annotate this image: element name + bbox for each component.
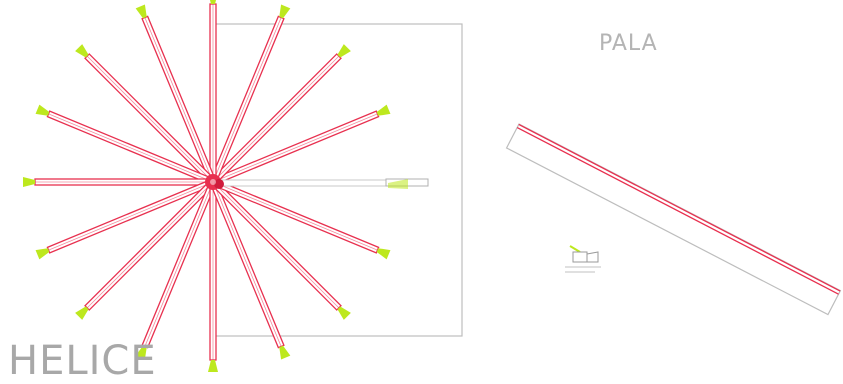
helice-tip-marker bbox=[135, 345, 147, 360]
helice-tip-markers bbox=[23, 0, 391, 372]
helice-tip-marker bbox=[376, 248, 391, 260]
helice-blade bbox=[84, 53, 214, 183]
helice-tip-marker bbox=[337, 306, 351, 320]
helice-tip-marker bbox=[75, 306, 89, 320]
pala-symbol-block bbox=[565, 245, 601, 273]
helice-tip-marker bbox=[208, 360, 218, 372]
helice-tip-marker bbox=[279, 4, 291, 19]
helice-hub bbox=[205, 174, 224, 190]
helice-tip-marker bbox=[23, 177, 35, 187]
helice-tip-marker bbox=[35, 248, 50, 260]
helice-blades bbox=[34, 3, 380, 361]
helice-blade bbox=[84, 181, 214, 311]
helice-blade bbox=[212, 181, 342, 311]
helice-tip-marker bbox=[208, 0, 218, 4]
helice-tip-marker bbox=[35, 104, 50, 116]
helice-assembly bbox=[23, 0, 463, 372]
helice-label: HELICE bbox=[8, 338, 157, 384]
helice-blade bbox=[212, 53, 342, 183]
pala-assembly bbox=[505, 123, 842, 316]
helice-tip-marker bbox=[75, 44, 89, 58]
helice-reference-blade bbox=[217, 178, 429, 189]
helice-blade bbox=[209, 185, 217, 361]
helice-tip-marker bbox=[337, 44, 351, 58]
helice-tip-marker bbox=[135, 4, 147, 19]
helice-tip-marker bbox=[376, 104, 391, 116]
pala-blade bbox=[505, 123, 842, 316]
helice-blade bbox=[209, 3, 217, 179]
helice-tip-marker bbox=[279, 345, 291, 360]
helice-blade bbox=[34, 178, 210, 186]
pala-label: PALA bbox=[599, 31, 658, 56]
